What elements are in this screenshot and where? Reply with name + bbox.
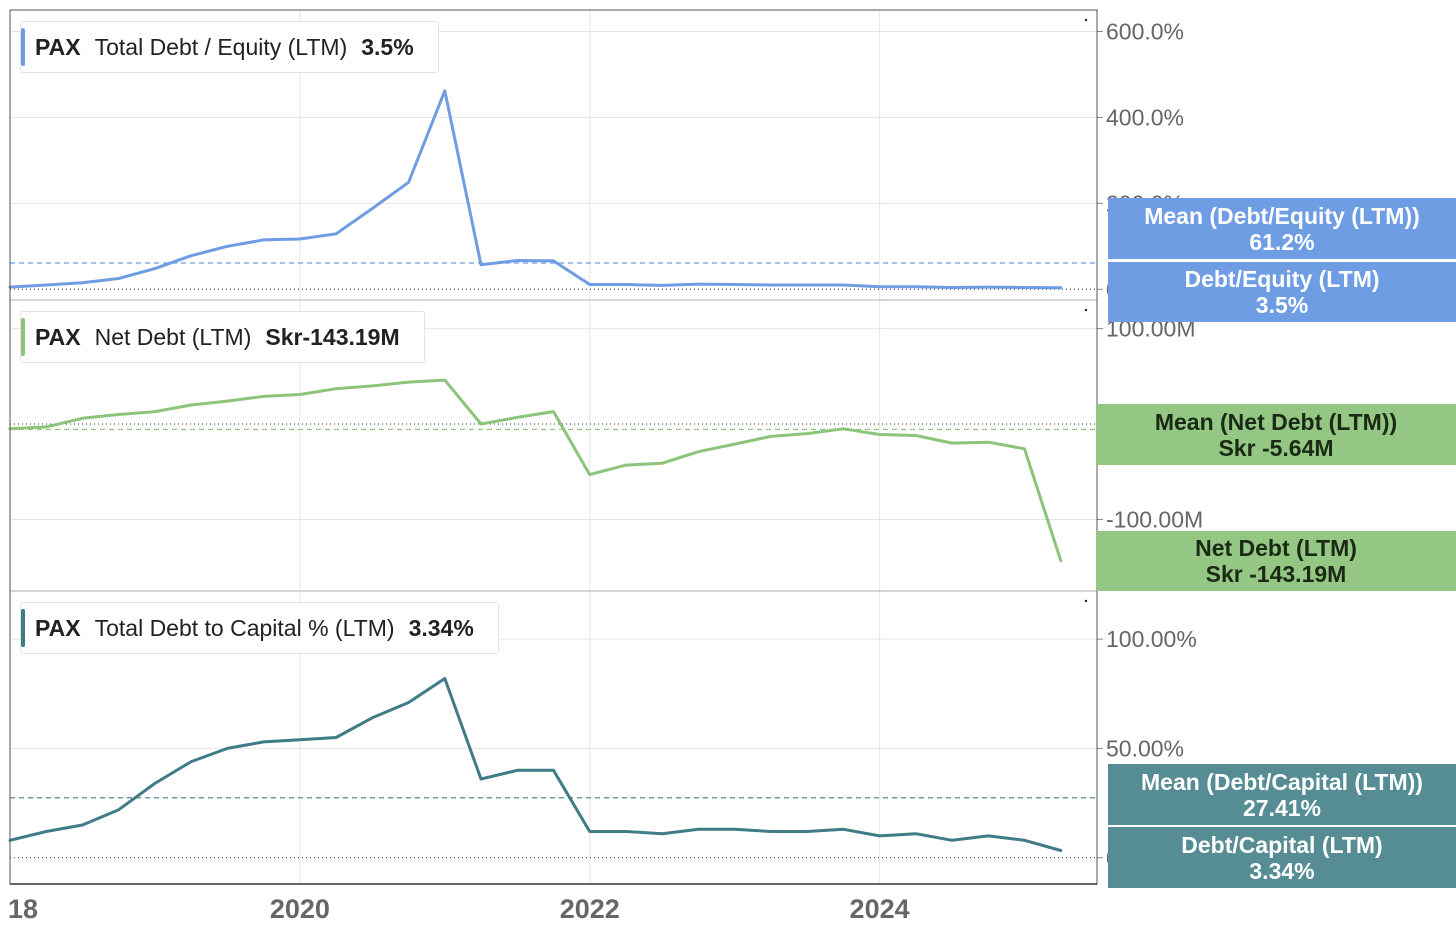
- current-tag-value: 3.34%: [1249, 857, 1315, 884]
- mean-tag-value: 27.41%: [1242, 794, 1321, 821]
- series-line: [8, 677, 1063, 852]
- mean-tag-title: Mean (Debt/Capital (LTM)): [1141, 768, 1423, 795]
- corner-dot: [1084, 18, 1088, 22]
- current-tag-title: Debt/Capital (LTM): [1181, 831, 1383, 858]
- legend-metric: Total Debt to Capital % (LTM): [94, 614, 395, 641]
- x-tick-label: 18: [8, 894, 38, 924]
- corner-dot: [1084, 599, 1088, 603]
- y-tick-label: 600.0%: [1106, 18, 1184, 44]
- mean-tag-title: Mean (Net Debt (LTM)): [1154, 408, 1398, 435]
- legend-debt-equity: PAX Total Debt / Equity (LTM) 3.5%: [20, 21, 439, 73]
- y-tick-label: 400.0%: [1106, 104, 1184, 130]
- legend-ticker: PAX: [35, 323, 81, 350]
- x-tick-label: 2020: [270, 894, 330, 924]
- legend-ticker: PAX: [35, 614, 81, 641]
- legend-value: Skr-143.19M: [265, 323, 400, 350]
- legend-metric: Total Debt / Equity (LTM): [94, 33, 348, 60]
- legend-metric: Net Debt (LTM): [94, 323, 252, 350]
- legend-net-debt: PAX Net Debt (LTM) Skr-143.19M: [20, 311, 425, 363]
- legend-swatch: [21, 318, 25, 356]
- x-tick-label: 2024: [850, 894, 910, 924]
- current-tag-value: Skr -143.19M: [1205, 561, 1347, 587]
- current-tag-title: Net Debt (LTM): [1195, 535, 1357, 561]
- mean-tag-title: Mean (Debt/Equity (LTM)): [1144, 202, 1420, 229]
- current-tag-debt-equity: Debt/Equity (LTM) 3.5%: [1108, 262, 1456, 322]
- legend-swatch: [21, 28, 25, 66]
- y-tick-label: 100.00%: [1106, 626, 1197, 652]
- mean-tag-value: Skr -5.64M: [1218, 434, 1334, 461]
- series-line: [8, 378, 1063, 563]
- legend-debt-capital: PAX Total Debt to Capital % (LTM) 3.34%: [20, 602, 499, 654]
- y-tick-label: -100.00M: [1106, 506, 1203, 532]
- current-tag-title: Debt/Equity (LTM): [1184, 266, 1380, 292]
- legend-value: 3.34%: [408, 614, 474, 641]
- mean-tag-debt-equity: Mean (Debt/Equity (LTM)) 61.2%: [1108, 198, 1456, 259]
- legend-value: 3.5%: [361, 33, 414, 60]
- current-tag-value: 3.5%: [1255, 292, 1309, 318]
- current-tag-debt-capital: Debt/Capital (LTM) 3.34%: [1108, 827, 1456, 888]
- legend-swatch: [21, 609, 25, 647]
- current-tag-net-debt: Net Debt (LTM) Skr -143.19M: [1096, 531, 1456, 591]
- mean-tag-debt-capital: Mean (Debt/Capital (LTM)) 27.41%: [1108, 764, 1456, 825]
- x-tick-label: 2022: [560, 894, 620, 924]
- plot-frame: [9, 9, 1098, 885]
- y-tick-label: 50.00%: [1106, 735, 1184, 761]
- series-line: [8, 89, 1063, 290]
- mean-tag-value: 61.2%: [1249, 228, 1315, 255]
- legend-ticker: PAX: [35, 33, 81, 60]
- mean-tag-net-debt: Mean (Net Debt (LTM)) Skr -5.64M: [1096, 404, 1456, 465]
- corner-dot: [1084, 308, 1088, 312]
